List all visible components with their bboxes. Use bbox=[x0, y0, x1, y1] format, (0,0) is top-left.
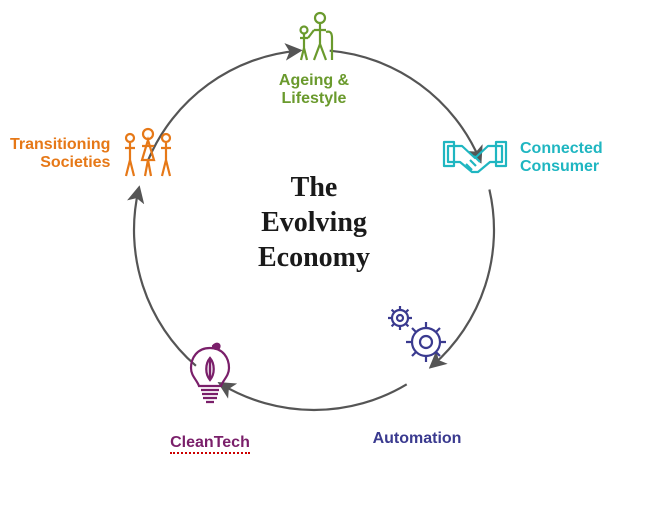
ageing-icon bbox=[286, 10, 342, 66]
people-icon bbox=[118, 126, 178, 182]
center-title: The Evolving Economy bbox=[224, 170, 404, 275]
node-automation: Automation bbox=[367, 300, 467, 448]
node-ageing-label: Ageing & Lifestyle bbox=[279, 72, 349, 108]
gears-icon bbox=[382, 300, 452, 370]
node-transitioning-label: Transitioning Societies bbox=[10, 136, 110, 172]
node-ageing: Ageing & Lifestyle bbox=[264, 10, 364, 108]
node-automation-label: Automation bbox=[373, 430, 462, 448]
handshake-icon bbox=[440, 130, 510, 186]
node-connected: Connected Consumer bbox=[440, 130, 660, 186]
node-cleantech: CleanTech bbox=[160, 340, 260, 452]
node-cleantech-label: CleanTech bbox=[170, 416, 250, 452]
node-connected-label: Connected Consumer bbox=[520, 140, 603, 176]
bulb-leaf-icon bbox=[187, 340, 233, 410]
diagram-stage: The Evolving Economy Ageing & Lifestyle … bbox=[0, 0, 668, 507]
node-transitioning: Transitioning Societies bbox=[10, 126, 210, 182]
